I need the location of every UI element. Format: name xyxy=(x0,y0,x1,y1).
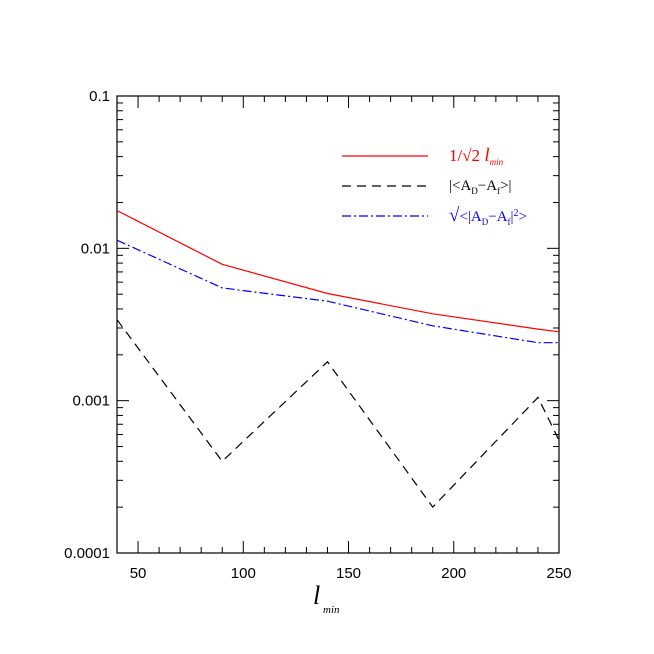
legend-label-3: √<|AD−Af|2> xyxy=(449,205,527,227)
series-line-2 xyxy=(116,319,560,509)
legend-label-1: 1/√2 lmin xyxy=(449,145,504,167)
x-tick-label: 50 xyxy=(130,565,147,582)
x-axis-label-sub: min xyxy=(323,604,340,616)
tick-labels: 50 100 150 200 250 0.0001 0.001 0.01 0.1 xyxy=(64,88,571,582)
legend-label-2: |<AD−Af>| xyxy=(449,178,512,196)
series-lines xyxy=(116,210,560,509)
tick-marks xyxy=(116,96,560,554)
x-axis-label: l min xyxy=(313,581,340,616)
y-tick-label: 0.01 xyxy=(81,240,110,257)
y-tick-label: 0.001 xyxy=(72,393,110,410)
x-tick-label: 150 xyxy=(336,565,361,582)
y-tick-label: 0.1 xyxy=(89,88,110,105)
x-tick-label: 200 xyxy=(441,565,466,582)
series-line-3 xyxy=(116,239,559,344)
plot-frame xyxy=(116,95,560,554)
y-tick-label: 0.0001 xyxy=(64,545,110,562)
x-axis-label-main: l xyxy=(313,581,320,610)
x-tick-label: 250 xyxy=(546,565,571,582)
series-line-1 xyxy=(116,210,560,333)
legend: 1/√2 lmin |<AD−Af>| √<|AD−Af|2> xyxy=(342,145,527,227)
x-tick-label: 100 xyxy=(231,565,256,582)
